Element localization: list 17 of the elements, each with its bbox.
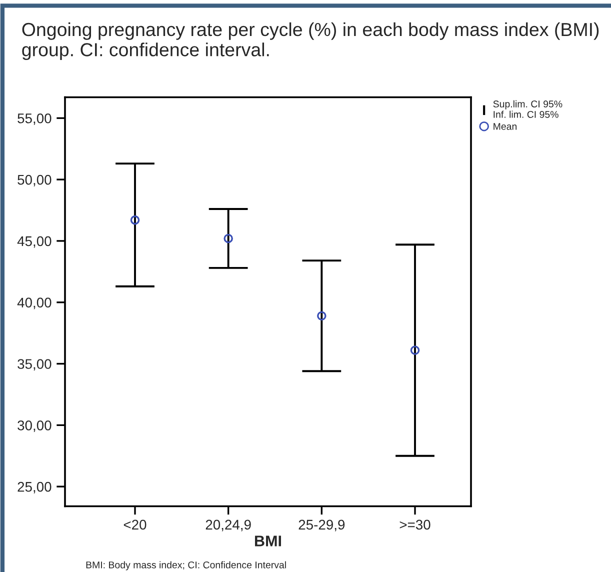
y-tick-label: 35,00 (18, 359, 52, 371)
x-tick-label: 25-29,9 (298, 520, 345, 532)
x-tick-label: >=30 (400, 520, 430, 530)
y-tick-label: 55,00 (18, 113, 52, 125)
text: Inf. lim. CI 95% (494, 110, 558, 118)
y-tick-label: 45,00 (17, 236, 52, 248)
y-tick-label: 40,00 (17, 298, 52, 310)
chart-title: Ongoing pregnancy rate per cycle (%) in each body mass index (BMI) group. CI: confidence interval. (22, 22, 599, 60)
text: Sup.lim. CI 95% (493, 100, 562, 110)
text: BMI: Body mass index; CI: Confidence Interval (86, 561, 286, 570)
y-tick-label: 30,00 (18, 420, 52, 432)
x-axis-title: BMI (255, 536, 281, 546)
y-tick-label: 25,00 (18, 482, 52, 494)
legend-label: Mean (494, 123, 517, 130)
y-tick-label: 50,00 (18, 174, 52, 186)
x-tick-label: <20 (124, 520, 146, 530)
x-tick-label: 20,24,9 (206, 520, 251, 532)
